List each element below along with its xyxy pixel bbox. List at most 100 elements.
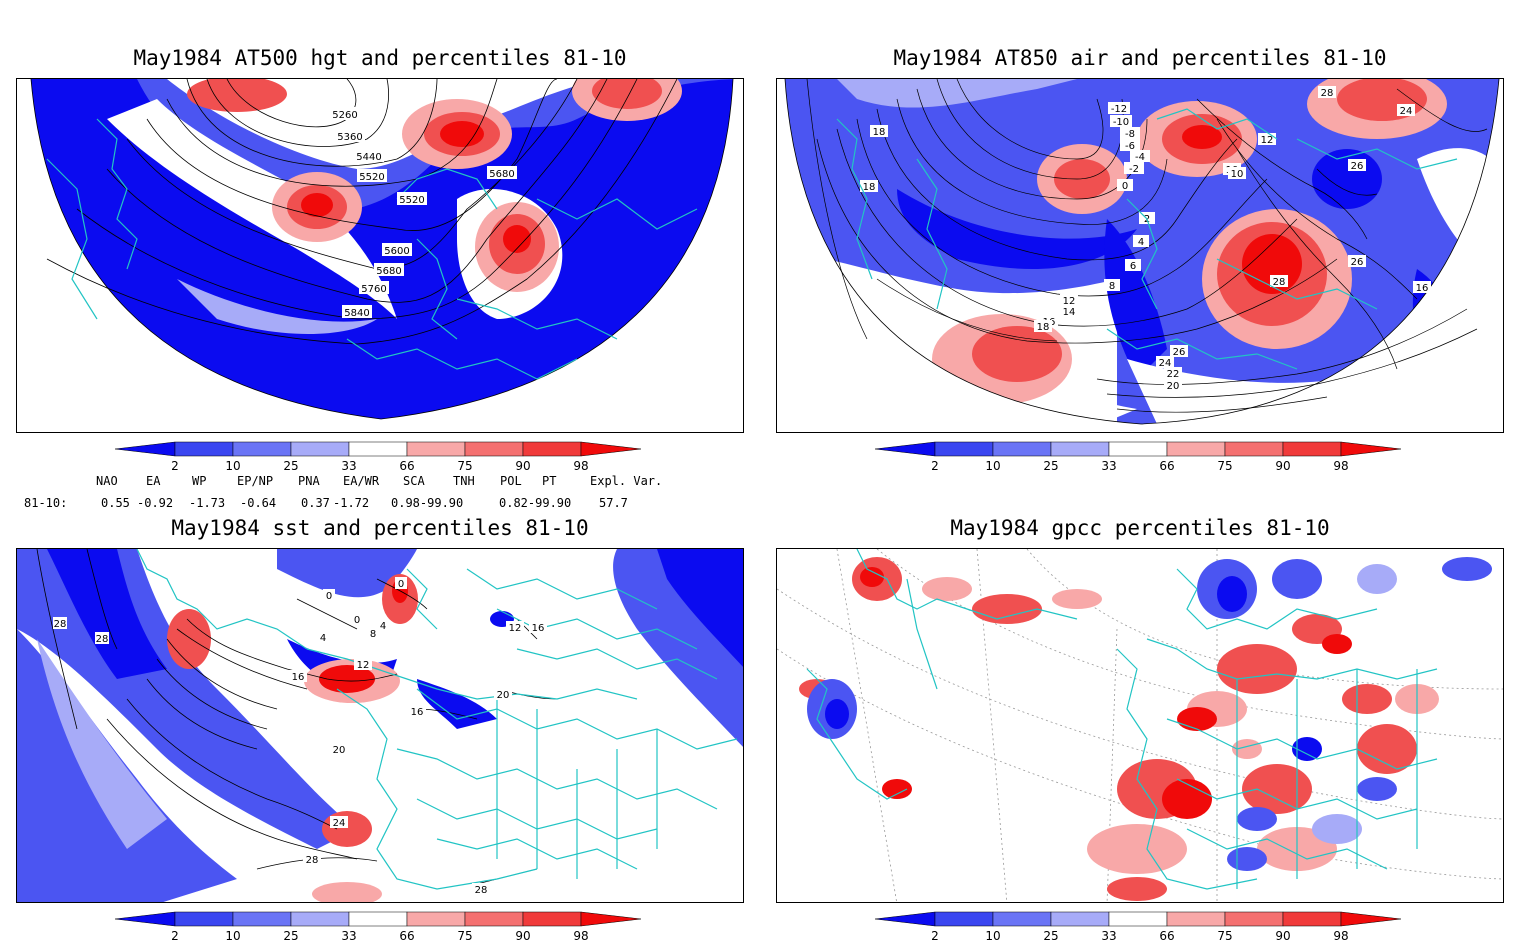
svg-text:20: 20 [1167, 381, 1180, 392]
svg-text:0: 0 [326, 591, 332, 602]
colorbar-tick-label: 2 [171, 929, 179, 943]
svg-text:14: 14 [1063, 307, 1076, 318]
colorbar-tick-label: 75 [457, 459, 472, 473]
svg-text:-6: -6 [1125, 141, 1135, 152]
contour-label: 22 [1164, 367, 1182, 380]
contour-label: 14 [1060, 305, 1078, 318]
colorbar-swatch [1224, 441, 1284, 457]
colorbar-tick-label: 2 [931, 459, 939, 473]
contour-label: 18 [1034, 320, 1052, 333]
contour-label: 12 [1060, 294, 1078, 307]
colorbar-swatch [992, 911, 1052, 927]
svg-text:16: 16 [532, 623, 545, 634]
colorbar-tick-label: 10 [225, 459, 240, 473]
contour-label: 5260 [330, 107, 360, 121]
svg-text:5520: 5520 [399, 195, 424, 206]
svg-text:28: 28 [475, 885, 488, 896]
colorbar-tick-label: 98 [573, 459, 588, 473]
contour-label: -2 [1124, 162, 1144, 175]
idx-value: 0.37 [301, 496, 330, 510]
colorbar-svg: 2 10 25 33 66 75 90 98 [875, 911, 1402, 943]
index-table: NAO EA WP EP/NP PNA EA/WR SCA TNH POL PT… [0, 474, 760, 514]
svg-text:18: 18 [873, 127, 886, 138]
map-gpcc [777, 549, 1503, 902]
svg-text:-2: -2 [1129, 164, 1139, 175]
svg-text:12: 12 [357, 660, 370, 671]
contour-label: 16 [408, 705, 426, 718]
colorbar-swatch [1108, 441, 1168, 457]
svg-text:5840: 5840 [344, 308, 369, 319]
colorbar-swatch [406, 441, 466, 457]
contour-label: 28 [53, 617, 67, 630]
contour-label: 0 [351, 613, 363, 626]
contour-label: -6 [1120, 139, 1140, 152]
colorbar-tick-label: 66 [1159, 459, 1174, 473]
svg-text:0: 0 [1122, 181, 1128, 192]
panel-title-gpcc: May1984 gpcc percentiles 81-10 [950, 516, 1330, 540]
colorbar-svg: 2 10 25 33 66 75 90 98 [115, 911, 642, 943]
contour-label: 18 [860, 180, 878, 193]
contour-label: 5600 [382, 243, 412, 257]
map-at500: 5260 5360 5440 5520 5520 5600 5680 5680 … [30, 79, 734, 420]
colorbar-svg: 2 10 25 33 66 75 90 98 [875, 441, 1402, 473]
colorbar-swatch [290, 911, 350, 927]
colorbar-tick-label: 90 [1275, 929, 1290, 943]
idx-header: SCA [403, 474, 425, 488]
svg-text:26: 26 [1351, 161, 1364, 172]
contour-label: 28 [303, 853, 321, 866]
contour-label: -4 [1130, 150, 1150, 163]
svg-text:-10: -10 [1113, 117, 1129, 128]
svg-text:28: 28 [96, 634, 109, 645]
colorbar-tick-label: 90 [515, 459, 530, 473]
contour-label: 4 [1133, 235, 1149, 248]
svg-text:28: 28 [306, 855, 319, 866]
svg-text:28: 28 [54, 619, 67, 630]
colorbar-swatch [1282, 441, 1342, 457]
svg-text:20: 20 [497, 690, 510, 701]
svg-text:4: 4 [1138, 237, 1144, 248]
colorbar-svg: 2 10 25 33 66 75 90 98 [115, 441, 642, 473]
svg-text:8: 8 [1109, 281, 1115, 292]
contour-label: 28 [472, 883, 490, 896]
panel-title-sst: May1984 sst and percentiles 81-10 [171, 516, 589, 540]
svg-text:4: 4 [380, 621, 386, 632]
contour-label: 0 [395, 577, 407, 590]
contour-label: 5680 [487, 166, 517, 180]
colorbar-swatch [875, 911, 936, 927]
svg-text:10: 10 [1231, 169, 1244, 180]
svg-text:0: 0 [354, 615, 360, 626]
svg-text:-4: -4 [1135, 152, 1145, 163]
colorbar-swatch [464, 911, 524, 927]
svg-text:26: 26 [1173, 347, 1186, 358]
svg-text:6: 6 [1130, 261, 1136, 272]
svg-text:24: 24 [1400, 106, 1413, 117]
svg-text:26: 26 [1351, 257, 1364, 268]
precip-blue [807, 557, 1492, 871]
colorbar-tick-label: 75 [1217, 929, 1232, 943]
colorbar-tick-label: 75 [457, 929, 472, 943]
svg-text:0: 0 [398, 579, 404, 590]
contour-label: 18 [870, 125, 888, 138]
contour-label: 16 [289, 670, 307, 683]
colorbar-swatch [522, 911, 582, 927]
idx-header: PNA [298, 474, 320, 488]
idx-header: POL [500, 474, 522, 488]
colorbar-tick-label: 66 [1159, 929, 1174, 943]
idx-value: -1.72 [333, 496, 370, 510]
svg-text:12: 12 [1261, 135, 1274, 146]
colorbar-swatch [522, 441, 582, 457]
colorbar-tick-label: 75 [1217, 459, 1232, 473]
colorbar-tick-label: 98 [573, 929, 588, 943]
svg-text:5680: 5680 [489, 169, 514, 180]
contour-label: 12 [1258, 133, 1276, 146]
contour-label: 5760 [359, 281, 389, 295]
contour-label: 16 [529, 621, 547, 634]
svg-text:16: 16 [292, 672, 305, 683]
svg-text:5520: 5520 [359, 172, 384, 183]
colorbar-tick-label: 98 [1333, 459, 1348, 473]
colorbar-swatch [1166, 441, 1226, 457]
contour-label: 24 [330, 816, 348, 829]
colorbar-swatch [1340, 911, 1402, 927]
colorbar-tick-label: 10 [985, 459, 1000, 473]
contour-label: 20 [1164, 379, 1182, 392]
